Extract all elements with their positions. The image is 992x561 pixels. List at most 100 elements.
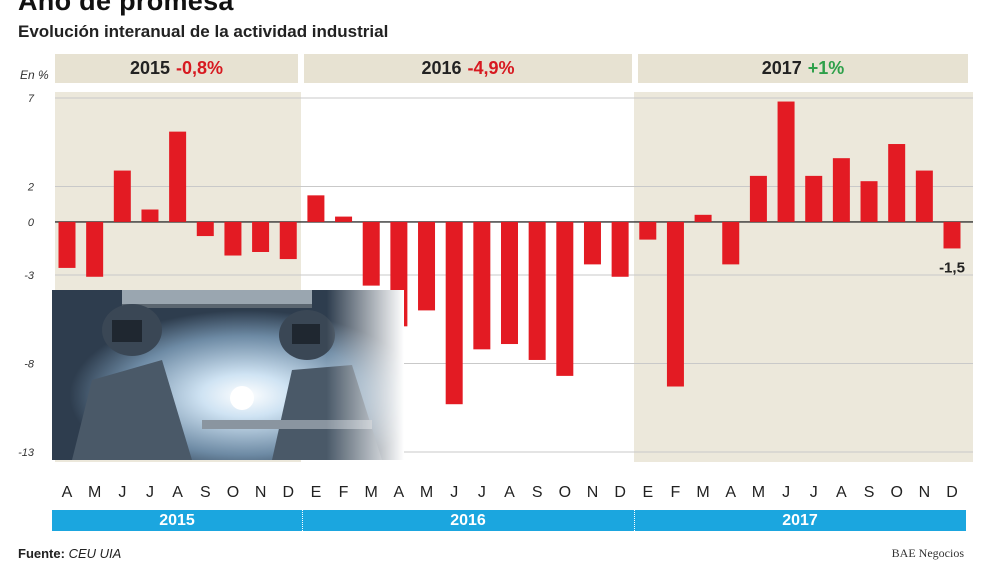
bar — [58, 221, 76, 268]
bar — [501, 221, 518, 345]
y-tick-label: 2 — [27, 182, 34, 194]
year-bar-divider — [302, 510, 303, 531]
chart-title: Año de promesa — [18, 0, 234, 16]
y-tick-label: 7 — [28, 93, 35, 105]
x-tick-label: J — [146, 484, 154, 501]
x-tick-label: S — [200, 484, 211, 501]
x-tick-label: M — [365, 484, 378, 501]
bar — [445, 221, 463, 405]
bar — [777, 101, 795, 222]
year-header-2015: 2015 -0,8% — [55, 54, 298, 83]
bar — [943, 221, 961, 249]
bar — [556, 221, 574, 376]
x-tick-label: O — [227, 484, 239, 501]
year-header-change: +1% — [807, 58, 845, 78]
y-tick-labels: 7 2 0 -3 -8 -13 — [18, 93, 35, 459]
x-tick-label: N — [919, 484, 931, 501]
source-note: Fuente: CEU UIA — [18, 546, 121, 561]
bar — [252, 221, 270, 252]
y-tick-label: -13 — [18, 447, 35, 459]
year-bar-2016: 2016 — [302, 510, 634, 531]
bar — [279, 221, 297, 260]
bar — [860, 181, 878, 222]
x-tick-label: A — [836, 484, 847, 501]
x-tick-label: S — [532, 484, 543, 501]
y-tick-label: 0 — [28, 217, 35, 229]
x-tick-label: A — [394, 484, 405, 501]
x-tick-label: M — [752, 484, 765, 501]
year-header-label: 2016 — [421, 58, 462, 78]
data-label: -1,5 — [939, 259, 965, 276]
y-axis-unit: En % — [20, 68, 49, 82]
chart-subtitle: Evolución interanual de la actividad ind… — [18, 22, 389, 41]
x-tick-label: J — [810, 484, 818, 501]
x-tick-label: M — [696, 484, 709, 501]
x-tick-label: D — [946, 484, 958, 501]
x-tick-label: A — [725, 484, 736, 501]
x-tick-label: M — [88, 484, 101, 501]
y-tick-label: -8 — [24, 359, 35, 371]
x-tick-label: E — [311, 484, 322, 501]
x-tick-label: O — [559, 484, 571, 501]
bar — [749, 175, 767, 222]
bar — [86, 221, 104, 277]
x-tick-label: N — [587, 484, 599, 501]
x-tick-label: M — [420, 484, 433, 501]
welding-photo-icon — [52, 290, 404, 460]
bar — [583, 221, 601, 265]
x-tick-label: F — [671, 484, 681, 501]
bar — [418, 221, 436, 311]
source-value: CEU UIA — [68, 546, 122, 561]
publisher-credit: BAE Negocios — [891, 546, 964, 560]
x-tick-label: A — [172, 484, 183, 501]
bar — [362, 221, 380, 286]
x-tick-label: F — [339, 484, 349, 501]
year-bar-2015: 2015 — [52, 510, 302, 531]
bar — [113, 170, 131, 222]
bars — [58, 101, 961, 405]
source-label: Fuente: — [18, 546, 65, 561]
bar — [639, 221, 657, 240]
bar — [805, 175, 823, 222]
bar — [832, 158, 850, 222]
x-tick-label: J — [118, 484, 126, 501]
x-tick-label: E — [642, 484, 653, 501]
bar — [141, 209, 159, 222]
x-tick-label: D — [282, 484, 294, 501]
bar — [224, 221, 242, 256]
bar — [888, 144, 906, 222]
bar — [915, 170, 933, 222]
shade-2017 — [634, 92, 973, 462]
bar — [666, 221, 684, 387]
year-bar-divider — [634, 510, 635, 531]
x-tick-label: N — [255, 484, 267, 501]
x-tick-label: J — [478, 484, 486, 501]
x-tick-label: D — [614, 484, 626, 501]
x-tick-label: A — [62, 484, 73, 501]
x-tick-label: O — [890, 484, 902, 501]
x-tick-label: S — [864, 484, 875, 501]
bar — [722, 221, 740, 265]
year-header-label: 2017 — [761, 58, 802, 78]
bar — [196, 221, 214, 237]
bar — [694, 214, 712, 222]
annotations: -1,5 — [939, 259, 965, 276]
bar — [335, 216, 353, 222]
x-tick-label: J — [450, 484, 458, 501]
x-tick-label: A — [504, 484, 515, 501]
bar — [307, 195, 325, 222]
year-header-2017: 2017 +1% — [638, 54, 968, 83]
y-tick-label: -3 — [24, 270, 35, 282]
year-header-change: -4,9% — [467, 58, 515, 78]
year-header-2016: 2016 -4,9% — [304, 54, 632, 83]
bar — [528, 221, 546, 360]
year-header-label: 2015 — [129, 58, 170, 78]
bar — [611, 221, 629, 277]
year-bar-2017: 2017 — [634, 510, 966, 531]
bar — [169, 131, 187, 222]
year-header-change: -0,8% — [176, 58, 224, 78]
x-tick-label: J — [782, 484, 790, 501]
bar — [473, 221, 491, 350]
